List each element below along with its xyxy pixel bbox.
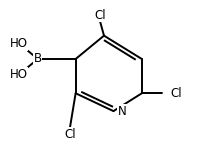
Text: Cl: Cl [94,9,106,22]
Text: B: B [34,53,42,65]
Text: HO: HO [9,37,27,50]
Text: Cl: Cl [170,87,182,100]
Text: HO: HO [9,68,27,81]
Text: Cl: Cl [64,128,76,141]
Text: N: N [118,105,126,118]
